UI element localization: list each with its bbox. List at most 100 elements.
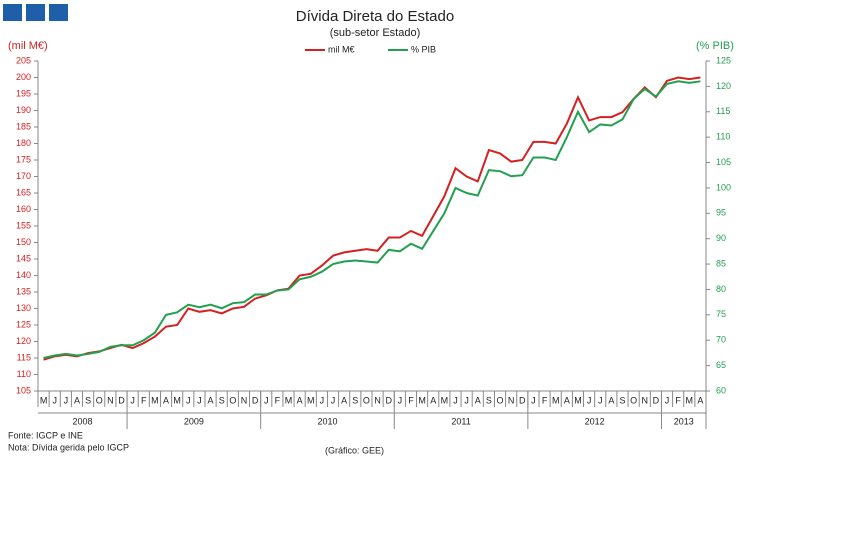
x-tick-label: A xyxy=(163,395,169,405)
y-tick-label: 170 xyxy=(16,171,31,181)
x-tick-label: J xyxy=(52,395,57,405)
legend-label: mil M€ xyxy=(328,44,355,54)
x-tick-label: J xyxy=(587,395,592,405)
y-tick-label: 105 xyxy=(16,385,31,395)
x-tick-label: S xyxy=(352,395,358,405)
note: Nota: Dívida gerida pelo IGCP xyxy=(8,442,129,452)
x-tick-label: A xyxy=(430,395,436,405)
x-tick-label: F xyxy=(141,395,147,405)
y-tick-label: 125 xyxy=(16,319,31,329)
chart-subtitle: (sub-setor Estado) xyxy=(330,27,420,39)
x-tick-label: M xyxy=(552,395,560,405)
x-tick-label: M xyxy=(307,395,315,405)
x-tick-label: S xyxy=(619,395,625,405)
x-tick-label: O xyxy=(229,395,236,405)
x-tick-label: M xyxy=(574,395,582,405)
x-tick-label: M xyxy=(285,395,293,405)
x-tick-label: M xyxy=(686,395,694,405)
year-label: 2013 xyxy=(674,416,694,426)
y2-tick-label: 115 xyxy=(716,106,730,116)
x-tick-label: D xyxy=(252,395,259,405)
y-tick-label: 190 xyxy=(16,105,31,115)
x-tick-label: M xyxy=(441,395,449,405)
x-tick-label: A xyxy=(475,395,481,405)
year-label: 2011 xyxy=(451,416,470,426)
x-tick-label: J xyxy=(264,395,269,405)
x-tick-label: J xyxy=(130,395,135,405)
x-tick-label: O xyxy=(630,395,637,405)
y2-tick-label: 75 xyxy=(716,309,726,319)
x-tick-label: M xyxy=(173,395,181,405)
x-tick-label: M xyxy=(151,395,159,405)
x-tick-label: J xyxy=(665,395,670,405)
x-tick-label: J xyxy=(398,395,403,405)
year-label: 2009 xyxy=(184,416,204,426)
y2-tick-label: 100 xyxy=(716,182,731,192)
y2-tick-label: 110 xyxy=(716,132,730,142)
y2-tick-label: 65 xyxy=(716,360,726,370)
y2-tick-label: 85 xyxy=(716,258,726,268)
x-tick-label: J xyxy=(464,395,469,405)
x-tick-label: F xyxy=(542,395,548,405)
x-tick-label: N xyxy=(241,395,248,405)
x-tick-label: N xyxy=(508,395,515,405)
x-tick-label: S xyxy=(85,395,91,405)
y2-tick-label: 70 xyxy=(716,335,726,345)
y-tick-label: 205 xyxy=(16,55,31,65)
y2-tick-label: 90 xyxy=(716,233,726,243)
x-tick-label: A xyxy=(297,395,303,405)
y-tick-label: 120 xyxy=(16,336,31,346)
y2-tick-label: 120 xyxy=(716,81,731,91)
year-label: 2010 xyxy=(317,416,337,426)
logo-block xyxy=(49,4,68,21)
x-tick-label: N xyxy=(374,395,381,405)
x-tick-label: O xyxy=(363,395,370,405)
x-tick-label: F xyxy=(675,395,681,405)
source: Fonte: IGCP e INE xyxy=(8,430,83,440)
x-tick-label: O xyxy=(96,395,103,405)
x-tick-label: A xyxy=(608,395,614,405)
x-tick-label: M xyxy=(40,395,48,405)
chart-title: Dívida Direta do Estado xyxy=(296,8,454,25)
y2-tick-label: 95 xyxy=(716,208,726,218)
y-tick-label: 180 xyxy=(16,138,31,148)
x-tick-label: M xyxy=(418,395,426,405)
y-tick-label: 110 xyxy=(17,369,31,379)
x-tick-label: S xyxy=(486,395,492,405)
x-tick-label: F xyxy=(408,395,414,405)
y-tick-label: 185 xyxy=(16,121,31,131)
x-tick-label: J xyxy=(186,395,191,405)
y2-tick-label: 60 xyxy=(716,385,726,395)
x-tick-label: D xyxy=(653,395,660,405)
x-tick-label: F xyxy=(275,395,281,405)
x-tick-label: A xyxy=(74,395,80,405)
y2-tick-label: 105 xyxy=(716,157,731,167)
legend-label: % PIB xyxy=(411,44,436,54)
y-axis-label: (mil M€) xyxy=(8,40,48,52)
x-tick-label: A xyxy=(208,395,214,405)
x-tick-label: N xyxy=(642,395,649,405)
y-tick-label: 165 xyxy=(16,187,31,197)
x-tick-label: D xyxy=(519,395,526,405)
y-tick-label: 135 xyxy=(16,286,31,296)
x-tick-label: J xyxy=(598,395,603,405)
y2-axis-label: (% PIB) xyxy=(696,40,734,52)
x-tick-label: D xyxy=(385,395,392,405)
y-tick-label: 145 xyxy=(16,253,31,263)
x-tick-label: N xyxy=(107,395,114,405)
year-label: 2012 xyxy=(585,416,605,426)
y-tick-label: 195 xyxy=(16,88,31,98)
year-label: 2008 xyxy=(73,416,93,426)
logo-block xyxy=(26,4,45,21)
x-tick-label: A xyxy=(341,395,347,405)
y-tick-label: 155 xyxy=(16,220,31,230)
credit: (Gráfico: GEE) xyxy=(325,445,384,455)
y2-tick-label: 80 xyxy=(716,284,726,294)
y-tick-label: 160 xyxy=(16,204,31,214)
x-tick-label: A xyxy=(697,395,703,405)
y-tick-label: 175 xyxy=(16,154,31,164)
x-tick-label: O xyxy=(497,395,504,405)
x-tick-label: D xyxy=(118,395,125,405)
x-tick-label: J xyxy=(453,395,458,405)
